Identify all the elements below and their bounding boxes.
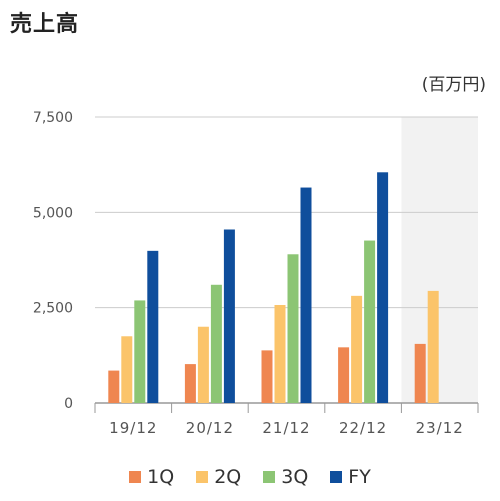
bar-2Q-21-12: [274, 304, 286, 403]
legend-label: 2Q: [214, 466, 242, 488]
forecast-background: [401, 117, 478, 403]
bar-FY-19-12: [147, 250, 159, 403]
legend-item-3Q: 3Q: [263, 466, 308, 488]
bar-2Q-23-12: [427, 290, 439, 403]
bar-3Q-21-12: [287, 254, 299, 403]
bar-1Q-22-12: [338, 347, 350, 403]
x-tick-label: 23/12: [416, 419, 464, 437]
revenue-bar-chart: 0 2,500 5,000 7,500 19/12 20/12 21/12 22/12 23/1…: [33, 110, 479, 437]
legend-item-FY: FY: [330, 466, 371, 488]
y-tick-label: 5,000: [33, 205, 73, 221]
legend-swatch: [330, 471, 343, 483]
bar-1Q-19-12: [108, 370, 120, 403]
x-tick-label: 20/12: [186, 419, 234, 437]
bar-2Q-20-12: [197, 326, 209, 403]
y-tick-label: 7,500: [33, 110, 73, 126]
legend-swatch: [196, 471, 209, 483]
legend-label: FY: [348, 466, 371, 488]
bar-3Q-22-12: [364, 240, 376, 403]
legend-label: 1Q: [147, 466, 175, 488]
bar-3Q-20-12: [210, 284, 222, 403]
bar-FY-20-12: [223, 229, 235, 403]
legend-label: 3Q: [281, 466, 309, 488]
bar-1Q-20-12: [184, 364, 196, 403]
unit-label: (百万円): [421, 75, 486, 95]
bar-FY-22-12: [377, 172, 389, 403]
y-tick-label: 2,500: [33, 301, 73, 317]
bar-2Q-22-12: [351, 295, 363, 403]
bar-1Q-23-12: [414, 343, 426, 403]
x-tick-label: 21/12: [262, 419, 310, 437]
legend-item-1Q: 1Q: [129, 466, 174, 488]
y-tick-label: 0: [64, 396, 73, 412]
x-tick-label: 19/12: [109, 419, 157, 437]
bar-FY-21-12: [300, 187, 312, 403]
bar-2Q-19-12: [121, 336, 133, 403]
chart-title: 売上高: [10, 12, 80, 37]
bar-1Q-21-12: [261, 350, 273, 403]
bar-3Q-19-12: [134, 300, 146, 403]
legend-item-2Q: 2Q: [196, 466, 241, 488]
legend-swatch: [263, 471, 276, 483]
legend-swatch: [129, 471, 142, 483]
chart-legend: 1Q 2Q 3Q FY: [0, 466, 500, 488]
x-tick-label: 22/12: [339, 419, 387, 437]
